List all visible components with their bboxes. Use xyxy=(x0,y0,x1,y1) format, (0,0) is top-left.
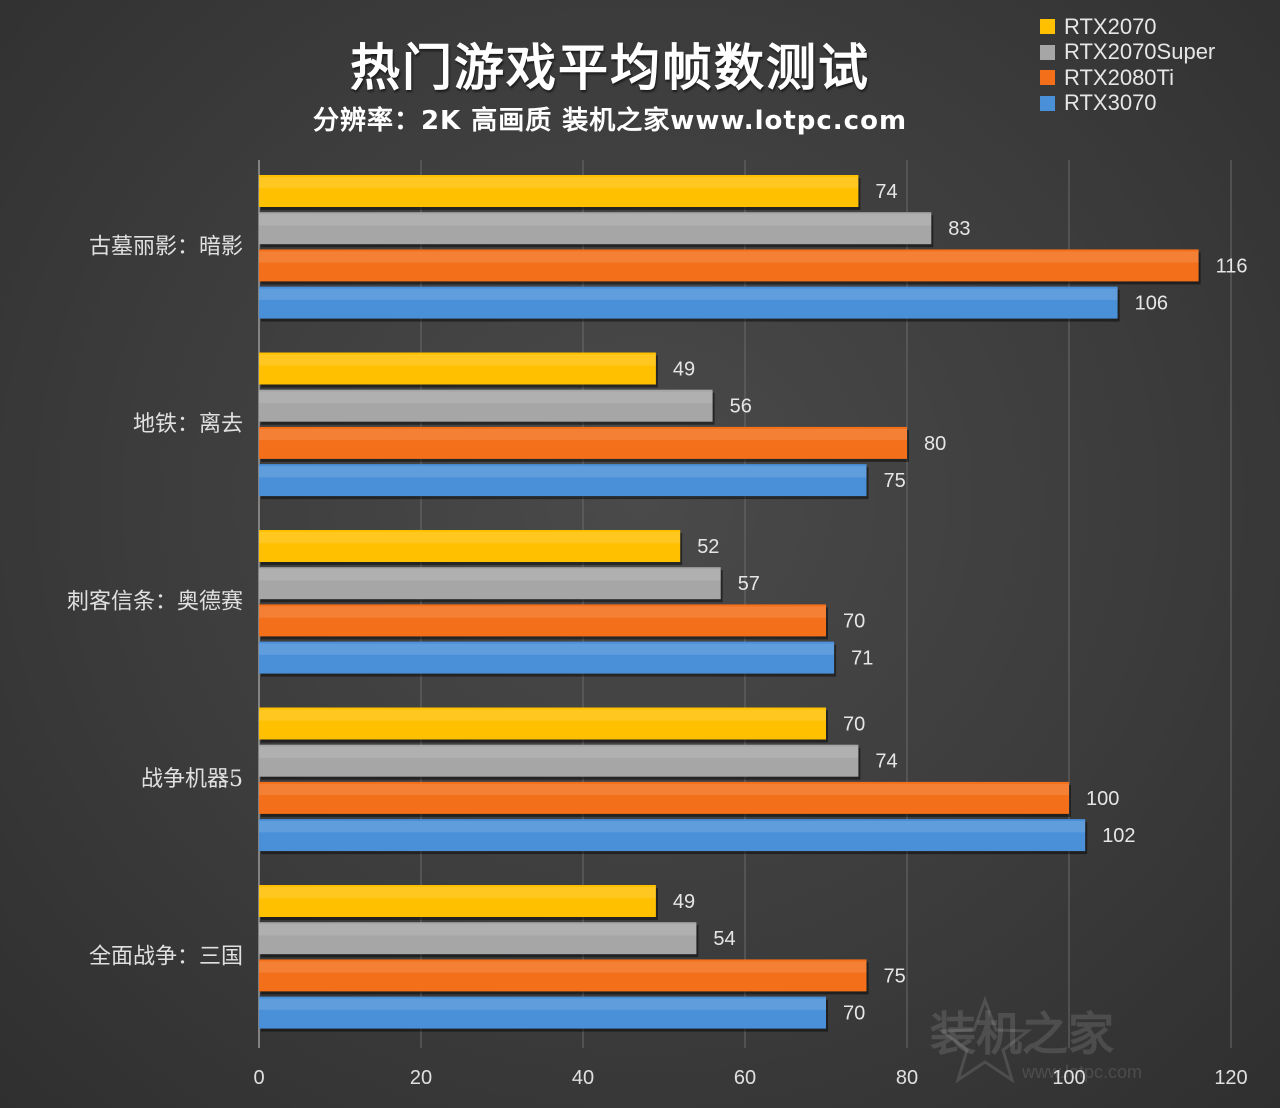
data-label: 54 xyxy=(713,928,735,950)
legend-item-rtx2080ti: RTX2080Ti xyxy=(1040,65,1215,91)
legend-label: RTX2070 xyxy=(1064,13,1157,39)
data-label: 75 xyxy=(884,470,906,492)
x-tick-label: 80 xyxy=(896,1067,918,1089)
data-label: 57 xyxy=(738,573,760,595)
bar xyxy=(259,885,656,917)
legend-item-rtx3070: RTX3070 xyxy=(1040,90,1215,117)
legend-label: RTX2070Super xyxy=(1064,39,1216,65)
bar xyxy=(259,819,1086,852)
bar-highlight xyxy=(259,532,681,544)
data-label: 70 xyxy=(843,610,865,632)
legend-label: RTX3070 xyxy=(1064,90,1157,116)
x-tick-label: 0 xyxy=(253,1067,264,1089)
bar-highlight xyxy=(259,821,1086,833)
bar xyxy=(259,996,826,1029)
x-tick-label: 120 xyxy=(1214,1067,1247,1089)
bar-highlight xyxy=(259,354,656,366)
data-label: 74 xyxy=(875,751,897,773)
data-label: 106 xyxy=(1135,293,1168,315)
watermark-url: www.lotpc.com xyxy=(1022,1062,1143,1082)
watermark: 装机之家 xyxy=(930,1007,1114,1061)
category-label: 战争机器5 xyxy=(141,767,243,792)
legend-swatch xyxy=(1040,70,1055,86)
category-label: 地铁：离去 xyxy=(133,412,243,437)
bar xyxy=(259,744,859,777)
bar xyxy=(259,389,713,422)
bar xyxy=(259,426,907,459)
data-label: 100 xyxy=(1086,788,1119,810)
bar xyxy=(259,249,1199,282)
data-label: 56 xyxy=(730,396,752,418)
legend-swatch xyxy=(1040,95,1055,111)
x-tick-label: 20 xyxy=(410,1067,432,1089)
bar xyxy=(259,212,932,245)
x-tick-label: 40 xyxy=(572,1067,594,1089)
data-label: 49 xyxy=(673,891,695,913)
bar xyxy=(259,781,1069,814)
legend: RTX2070 RTX2070Super RTX2080Ti RTX3070 xyxy=(1040,14,1215,116)
bar-highlight xyxy=(259,214,932,226)
legend-swatch xyxy=(1040,44,1055,60)
bar-highlight xyxy=(259,251,1199,263)
data-label: 52 xyxy=(697,536,719,558)
chart-subtitle: 分辨率：2K 高画质 装机之家www.lotpc.com xyxy=(312,106,908,136)
x-tick-label: 60 xyxy=(734,1067,756,1089)
data-label: 70 xyxy=(843,714,865,736)
bar-highlight xyxy=(259,961,867,973)
chart-title: 热门游戏平均帧数测试 xyxy=(350,39,870,97)
legend-swatch xyxy=(1040,19,1055,35)
bar xyxy=(259,922,697,955)
bar-highlight xyxy=(259,924,697,936)
data-label: 71 xyxy=(851,648,873,670)
data-label: 102 xyxy=(1102,825,1135,847)
bar xyxy=(259,641,835,674)
data-label: 74 xyxy=(875,181,897,203)
category-label: 古墓丽影：暗影 xyxy=(89,234,243,259)
data-label: 80 xyxy=(924,433,946,455)
bar xyxy=(259,567,721,600)
bar-highlight xyxy=(259,606,826,618)
legend-item-rtx2070super: RTX2070Super xyxy=(1040,39,1216,66)
x-tick-label: 100 xyxy=(1052,1067,1085,1089)
bar xyxy=(259,707,826,740)
bar xyxy=(259,352,656,385)
bar xyxy=(259,604,826,637)
data-label: 75 xyxy=(884,965,906,987)
bar-highlight xyxy=(259,569,721,581)
data-label: 116 xyxy=(1216,255,1248,277)
bar-highlight xyxy=(259,428,907,441)
bar xyxy=(259,464,867,497)
bar-highlight xyxy=(259,887,656,899)
bar-highlight xyxy=(259,466,867,478)
bar-highlight xyxy=(259,709,826,721)
legend-item-rtx2070: RTX2070 xyxy=(1040,14,1215,40)
category-label: 刺客信条：奥德赛 xyxy=(67,589,243,614)
bar xyxy=(259,959,867,992)
bar-highlight xyxy=(259,643,835,655)
bar-highlight xyxy=(259,746,859,758)
star-icon xyxy=(937,995,1033,1084)
bar-highlight xyxy=(259,177,859,189)
category-label: 全面战争：三国 xyxy=(89,944,243,969)
data-label: 49 xyxy=(673,359,695,381)
legend-label: RTX2080Ti xyxy=(1064,64,1175,90)
bar-highlight xyxy=(259,288,1118,300)
bar xyxy=(259,530,681,562)
bar xyxy=(259,175,859,207)
bar-highlight xyxy=(259,998,826,1010)
data-label: 83 xyxy=(948,218,970,240)
bar xyxy=(259,286,1118,319)
bar-highlight xyxy=(259,391,713,403)
data-label: 70 xyxy=(843,1003,865,1025)
bar-highlight xyxy=(259,783,1069,796)
